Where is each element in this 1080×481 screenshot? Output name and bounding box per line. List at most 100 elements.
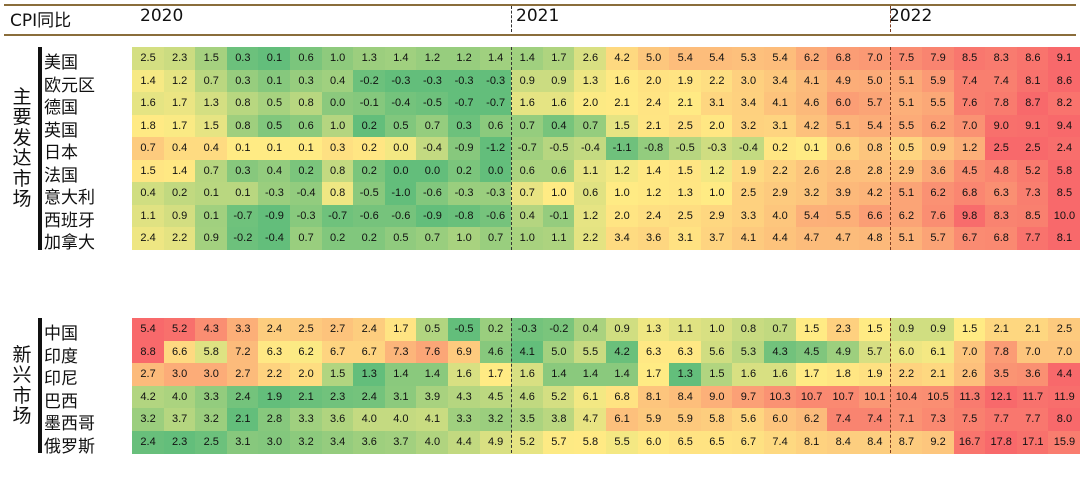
heatmap-cell: 1.9 xyxy=(732,159,765,183)
heatmap-cell: 11.9 xyxy=(1048,385,1080,409)
heatmap-cell: 2.5 xyxy=(195,430,228,454)
heatmap-cell: 2.1 xyxy=(985,318,1018,341)
heatmap-cell: 1.9 xyxy=(858,363,891,386)
heatmap-cell: 4.4 xyxy=(448,430,481,454)
heatmap-cell: 6.7 xyxy=(953,227,986,250)
heatmap-cell: -0.3 xyxy=(384,69,417,93)
heatmap-cell: 0.1 xyxy=(795,137,828,160)
heatmap-cell: 3.6 xyxy=(353,430,386,454)
heatmap-cell: -0.2 xyxy=(542,318,575,341)
heatmap-cell: 1.5 xyxy=(700,363,733,386)
heatmap-cell: 1.4 xyxy=(163,159,196,183)
heatmap-cell: 7.7 xyxy=(1016,227,1049,250)
heatmap-cell: 0.0 xyxy=(321,92,354,115)
heatmap-cell: 4.0 xyxy=(353,408,386,431)
heatmap-cell: 0.7 xyxy=(416,227,449,250)
heatmap-cell: -1.0 xyxy=(384,182,417,205)
heatmap-cell: 0.6 xyxy=(290,47,323,70)
heatmap-cell: 0.7 xyxy=(511,182,544,205)
heatmap-cell: 7.6 xyxy=(416,340,449,364)
heatmap-cell: 6.3 xyxy=(258,340,291,364)
heatmap-cell: 0.8 xyxy=(858,137,891,160)
heatmap-cell: 4.0 xyxy=(764,204,797,228)
row-label: 日本 xyxy=(44,143,78,163)
heatmap-cell: 0.4 xyxy=(132,182,165,205)
heatmap-cell: 5.5 xyxy=(922,92,955,115)
heatmap-cell: 5.2 xyxy=(542,385,575,409)
heatmap-cell: -0.3 xyxy=(448,182,481,205)
heatmap-cell: -0.1 xyxy=(353,92,386,115)
heatmap-cell: 2.6 xyxy=(574,47,607,70)
heatmap-cell: 4.4 xyxy=(1048,363,1080,386)
heatmap-cell: 5.0 xyxy=(542,340,575,364)
heatmap-cell: 6.8 xyxy=(827,47,860,70)
group-bracket-0 xyxy=(38,47,42,250)
heatmap-cell: -0.3 xyxy=(416,69,449,93)
header-divider xyxy=(890,6,892,32)
heatmap-cell: 3.2 xyxy=(732,114,765,138)
heatmap-cell: 7.4 xyxy=(985,69,1018,93)
heatmap-cell: 11.7 xyxy=(1016,385,1049,409)
heatmap-cell: 0.0 xyxy=(479,159,512,183)
heatmap-cell: 0.6 xyxy=(542,159,575,183)
heatmap-cell: 10.7 xyxy=(827,385,860,409)
heatmap-cell: 4.1 xyxy=(511,340,544,364)
heatmap-cell: 0.1 xyxy=(290,137,323,160)
heatmap-cell: 0.5 xyxy=(416,318,449,341)
heatmap-cell: -0.7 xyxy=(479,92,512,115)
heatmap-cell: 5.4 xyxy=(764,47,797,70)
heatmap-cell: 1.6 xyxy=(606,69,639,93)
heatmap-cell: 8.1 xyxy=(1048,227,1080,250)
heatmap-cell: 2.4 xyxy=(132,430,165,454)
heatmap-cell: 15.9 xyxy=(1048,430,1080,454)
top-rule xyxy=(4,4,1076,6)
heatmap-cell: 2.8 xyxy=(827,159,860,183)
heatmap-cell: 0.7 xyxy=(416,114,449,138)
heatmap-cell: -0.8 xyxy=(637,137,670,160)
year-label-2021: 2021 xyxy=(516,6,560,26)
heatmap-cell: 0.6 xyxy=(511,159,544,183)
heatmap-cell: 4.2 xyxy=(132,385,165,409)
heatmap-cell: 0.5 xyxy=(258,92,291,115)
heatmap-cell: 0.6 xyxy=(827,137,860,160)
heatmap-cell: 2.2 xyxy=(764,159,797,183)
heatmap-cell: 1.1 xyxy=(542,227,575,250)
heatmap-cell: 4.2 xyxy=(795,114,828,138)
heatmap-cell: 17.1 xyxy=(1016,430,1049,454)
heatmap-cell: 7.6 xyxy=(922,204,955,228)
heatmap-cell: -0.6 xyxy=(416,182,449,205)
heatmap-cell: 1.7 xyxy=(163,92,196,115)
heatmap-cell: 3.2 xyxy=(795,182,828,205)
heatmap-cell: 0.3 xyxy=(226,47,259,70)
heatmap-cell: 7.4 xyxy=(827,408,860,431)
heatmap-cell: 3.6 xyxy=(1016,363,1049,386)
heatmap-cell: 5.9 xyxy=(922,69,955,93)
heatmap-cell: 2.2 xyxy=(574,227,607,250)
heatmap-cell: 0.6 xyxy=(574,182,607,205)
heatmap-cell: 3.0 xyxy=(258,430,291,454)
heatmap-cell: 8.5 xyxy=(1016,204,1049,228)
heatmap-cell: 1.8 xyxy=(132,114,165,138)
heatmap-cell: 0.3 xyxy=(226,159,259,183)
heatmap-cell: 5.0 xyxy=(637,47,670,70)
heatmap-cell: 1.6 xyxy=(511,363,544,386)
heatmap-cell: 1.0 xyxy=(321,47,354,70)
heatmap-cell: 8.7 xyxy=(890,430,923,454)
heatmap-cell: 3.0 xyxy=(163,363,196,386)
heatmap-cell: 4.0 xyxy=(163,385,196,409)
heatmap-cell: 7.0 xyxy=(953,340,986,364)
heatmap-cell: 1.5 xyxy=(132,159,165,183)
heatmap-cell: 3.2 xyxy=(479,408,512,431)
heatmap-cell: 2.5 xyxy=(132,47,165,70)
heatmap-cell: 2.1 xyxy=(1016,318,1049,341)
heatmap-cell: 6.5 xyxy=(669,430,702,454)
heatmap-cell: 6.0 xyxy=(637,430,670,454)
heatmap-cell: 0.8 xyxy=(732,318,765,341)
heatmap-cell: 0.9 xyxy=(511,69,544,93)
heatmap-cell: 3.1 xyxy=(700,92,733,115)
heatmap-cell: 6.2 xyxy=(922,114,955,138)
heatmap-cell: 8.4 xyxy=(858,430,891,454)
heatmap-cell: 0.8 xyxy=(226,92,259,115)
heatmap-cell: 1.3 xyxy=(353,47,386,70)
